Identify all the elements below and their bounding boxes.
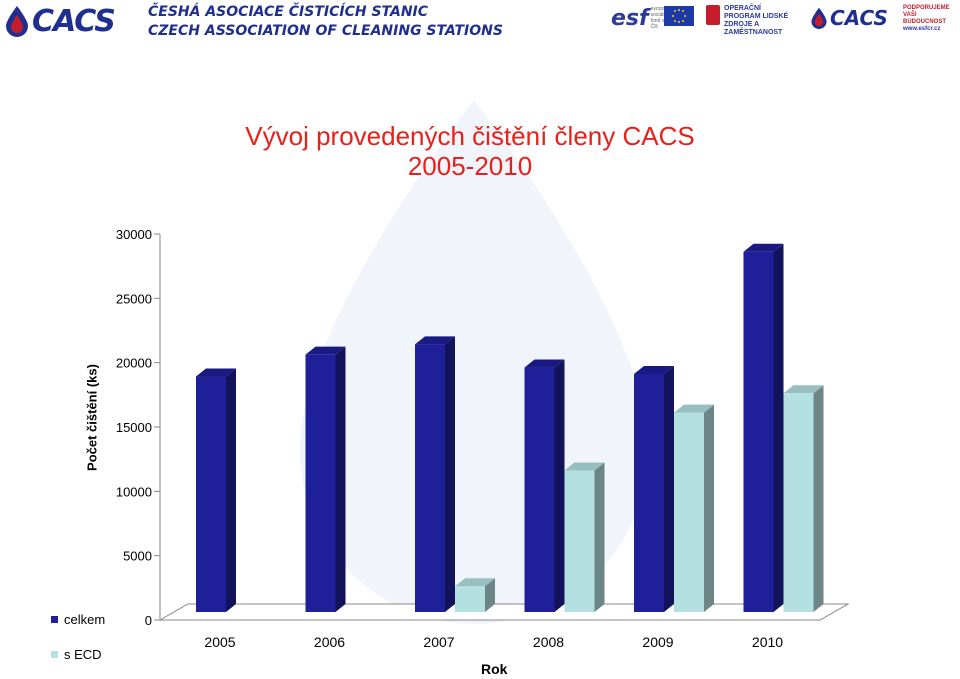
legend-item-s-ecd: s ECD xyxy=(51,645,105,663)
esf-logo: esf evropský sociální fond v ČR xyxy=(611,5,671,31)
bar-celkem-2010-side xyxy=(773,243,784,612)
bar-s-ecd-2007-top xyxy=(455,578,495,587)
bar-s-ecd-2009 xyxy=(674,412,704,612)
y-tick-label: 0 xyxy=(145,613,152,628)
bar-celkem-2010-top xyxy=(743,243,784,252)
bar-celkem-2009-top xyxy=(634,365,674,374)
bar-s-ecd-2010 xyxy=(783,393,814,612)
bar-celkem-2006-side xyxy=(335,346,346,612)
bar-s-ecd-2007-side xyxy=(485,578,495,612)
bar-s-ecd-2009-top xyxy=(674,404,714,413)
x-tick-label: 2010 xyxy=(752,634,783,650)
y-tick-label: 30000 xyxy=(116,227,152,242)
bar-celkem-2008-top xyxy=(524,359,565,368)
bar-s-ecd-2010-side xyxy=(813,385,824,612)
op-lzz-logo: OPERAČNÍ PROGRAM LIDSKÉ ZDROJE A ZAMĚSTN… xyxy=(706,5,796,36)
bar-celkem-2009-side xyxy=(664,365,674,612)
bar-celkem-2005 xyxy=(196,376,226,612)
bar-celkem-2007 xyxy=(415,344,445,612)
bar-s-ecd-2010-top xyxy=(783,385,824,394)
x-axis-label: Rok xyxy=(481,661,508,677)
legend-label-s-ecd: s ECD xyxy=(64,646,102,662)
water-drop-icon xyxy=(811,7,827,29)
legend-swatch-celkem xyxy=(51,615,58,623)
bar-celkem-2009 xyxy=(634,373,664,612)
association-name-en: CZECH ASSOCIATION OF CLEANING STATIONS xyxy=(148,23,503,39)
support-line-2: VAŠI BUDOUCNOST xyxy=(903,12,946,25)
bar-celkem-2007-top xyxy=(415,336,455,345)
y-tick-label: 15000 xyxy=(116,420,152,435)
header-banner: CACS ČESHÁ ASOCIACE ČISTICÍCH STANIC CZE… xyxy=(0,0,960,48)
logo-wordmark-small: CACS xyxy=(830,6,888,30)
support-url: www.esfcr.cz xyxy=(903,26,941,32)
op-logo-text: OPERAČNÍ PROGRAM LIDSKÉ ZDROJE A ZAMĚSTN… xyxy=(724,5,789,36)
esf-wordmark: esf xyxy=(611,5,649,31)
bar-s-ecd-2009-side xyxy=(704,404,714,612)
bar-celkem-2005-side xyxy=(226,368,236,612)
y-tick-label: 25000 xyxy=(116,291,152,306)
chart-title-line-1: Vývoj provedených čištění členy CACS xyxy=(245,121,695,151)
bar-s-ecd-2007 xyxy=(455,586,485,612)
chart-title-line-2: 2005-2010 xyxy=(407,151,533,181)
legend: celkem s ECD xyxy=(51,610,105,663)
bar-s-ecd-2008-top xyxy=(564,462,605,471)
x-tick-label: 2005 xyxy=(204,634,235,650)
logo-wordmark: CACS xyxy=(32,3,116,39)
bar-celkem-2006 xyxy=(305,354,336,612)
chart-title: Vývoj provedených čištění členy CACS 200… xyxy=(200,121,740,181)
support-line-1: PODPORUJEME xyxy=(903,5,950,11)
bar-celkem-2007-side xyxy=(445,336,455,612)
cacs-logo-small: CACS xyxy=(810,5,888,31)
plot-area: 0 5000 10000 15000 20000 25000 30000 2005 2006 20… xyxy=(116,227,850,650)
legend-item-celkem: celkem xyxy=(51,610,105,628)
association-name: ČESHÁ ASOCIACE ČISTICÍCH STANIC CZECH AS… xyxy=(148,3,503,41)
bar-s-ecd-2008-side xyxy=(594,462,605,612)
bar-celkem-2006-top xyxy=(305,346,346,355)
bar-s-ecd-2008 xyxy=(564,470,595,612)
bar-celkem-2005-top xyxy=(196,368,236,377)
support-slogan: PODPORUJEME VAŠI BUDOUCNOST www.esfcr.cz xyxy=(903,5,960,33)
association-name-cz: ČESHÁ ASOCIACE ČISTICÍCH STANIC xyxy=(148,4,429,20)
esf-caption: evropský sociální fond v ČR xyxy=(650,6,671,30)
y-tick-label: 20000 xyxy=(116,356,152,371)
y-tick-label: 10000 xyxy=(116,484,152,499)
bar-celkem-2008 xyxy=(524,367,555,612)
legend-swatch-s-ecd xyxy=(51,650,58,658)
cacs-logo: CACS xyxy=(4,3,116,39)
legend-label-celkem: celkem xyxy=(64,611,106,627)
y-tick-label: 5000 xyxy=(123,549,152,564)
water-drop-icon xyxy=(6,6,28,37)
y-axis-label: Počet čištění (ks) xyxy=(84,364,100,471)
bar-celkem-2008-side xyxy=(554,359,565,612)
eu-flag-icon xyxy=(664,6,694,26)
bar-celkem-2010 xyxy=(743,251,774,612)
x-tick-label: 2008 xyxy=(533,634,564,650)
x-tick-label: 2007 xyxy=(423,634,454,650)
x-tick-label: 2009 xyxy=(642,634,673,650)
op-logo-icon xyxy=(706,5,720,25)
x-tick-label: 2006 xyxy=(314,634,345,650)
